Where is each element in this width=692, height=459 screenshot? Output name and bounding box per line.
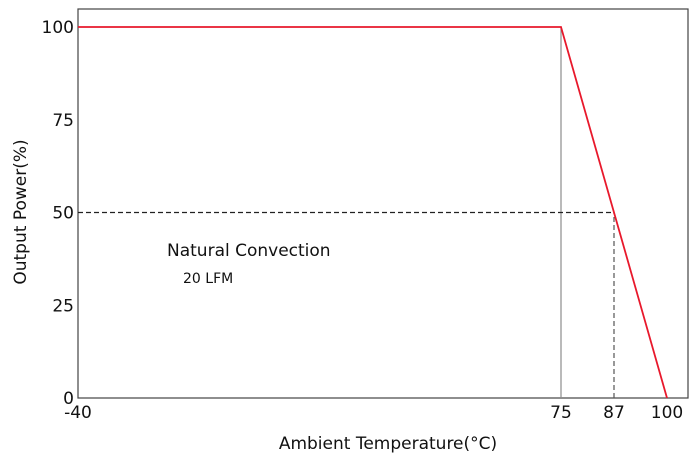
annotation-natural-convection: Natural Convection <box>167 241 331 261</box>
y-tick-label-100: 100 <box>42 18 74 38</box>
y-tick-label-25: 25 <box>52 296 74 316</box>
plot-frame <box>77 8 689 399</box>
x-tick-label-100: 100 <box>651 403 683 423</box>
x-tick-label-87: 87 <box>603 403 625 423</box>
y-tick-label-0: 0 <box>63 389 74 409</box>
x-axis-title: Ambient Temperature(°C) <box>279 434 497 454</box>
series-line-0 <box>78 26 668 399</box>
plot-area <box>77 8 689 399</box>
tick-labels: 0 25 50 75 100 -40 75 87 100 <box>42 18 684 423</box>
x-tick-label-75: 75 <box>550 403 572 423</box>
y-tick-label-50: 50 <box>52 204 74 224</box>
x-tick-label-neg40: -40 <box>64 403 92 423</box>
annotation-airflow: 20 LFM <box>183 271 233 287</box>
y-tick-label-75: 75 <box>52 111 74 131</box>
y-axis-title: Output Power(%) <box>11 139 31 284</box>
